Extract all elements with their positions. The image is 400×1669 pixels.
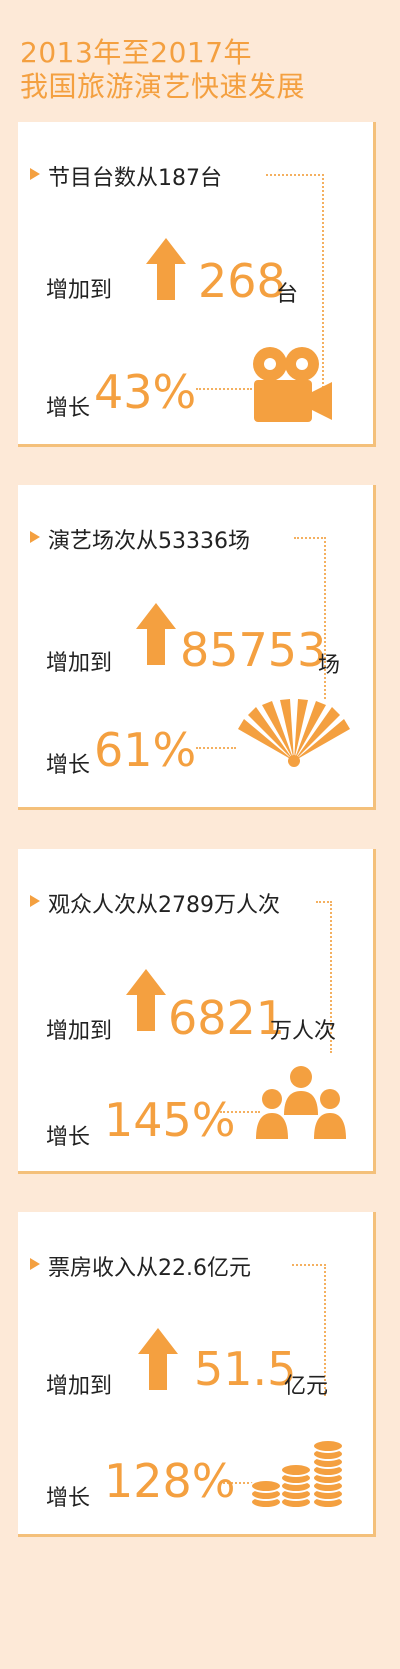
growth-value: 145% [104, 1093, 236, 1147]
dotted-connector [294, 537, 326, 699]
audience-people-icon [256, 1066, 346, 1139]
from-text: 演艺场次从53336场 [48, 529, 250, 554]
title-line-1: 2013年至2017年 [20, 36, 253, 69]
folding-fan-icon [238, 699, 350, 767]
dotted-connector [196, 388, 252, 390]
up-arrow-icon [138, 1328, 178, 1390]
growth-label: 增长 [46, 396, 91, 421]
bullet-triangle-icon [30, 531, 40, 543]
up-arrow-icon [126, 969, 166, 1031]
growth-label: 增长 [46, 1125, 91, 1150]
from-text: 票房收入从22.6亿元 [48, 1256, 251, 1281]
growth-label: 增长 [46, 1486, 91, 1511]
to-unit: 万人次 [270, 1019, 337, 1044]
dotted-connector [292, 1264, 326, 1396]
growth-value: 61% [94, 723, 197, 777]
increase-label: 增加到 [46, 1374, 113, 1399]
bullet-triangle-icon [30, 1258, 40, 1270]
card-performances: 演艺场次从53336场 增加到 85753 场 增长 61% [18, 485, 376, 810]
card-box-office: 票房收入从22.6亿元 增加到 51.5 亿元 增长 128% [18, 1212, 376, 1537]
dotted-connector [220, 1111, 260, 1113]
growth-value: 43% [94, 365, 197, 419]
film-camera-icon [253, 347, 332, 422]
increase-label: 增加到 [46, 651, 113, 676]
bullet-triangle-icon [30, 895, 40, 907]
bullet-triangle-icon [30, 168, 40, 180]
from-text: 节目台数从187台 [48, 166, 222, 191]
up-arrow-icon [146, 238, 186, 300]
dotted-connector [196, 747, 236, 749]
page-title: 2013年至2017年 我国旅游演艺快速发展 [20, 36, 305, 104]
increase-label: 增加到 [46, 278, 113, 303]
from-text: 观众人次从2789万人次 [48, 893, 280, 918]
growth-label: 增长 [46, 753, 91, 778]
to-value: 6821 [168, 991, 286, 1045]
to-unit: 亿元 [284, 1374, 329, 1399]
to-value: 85753 [180, 623, 327, 677]
card-programs: 节目台数从187台 增加到 268 台 增长 43% [18, 122, 376, 447]
up-arrow-icon [136, 603, 176, 665]
to-value: 51.5 [194, 1342, 297, 1396]
coin-stacks-icon [250, 1439, 344, 1509]
dotted-connector [220, 1482, 256, 1484]
increase-label: 增加到 [46, 1019, 113, 1044]
growth-value: 128% [104, 1454, 236, 1508]
card-audience: 观众人次从2789万人次 增加到 6821 万人次 增长 145% [18, 849, 376, 1174]
title-line-2: 我国旅游演艺快速发展 [20, 70, 306, 103]
dotted-connector [266, 174, 324, 396]
to-value: 268 [198, 254, 286, 308]
dotted-connector [316, 901, 332, 1053]
to-unit: 台 [276, 282, 299, 307]
to-unit: 场 [318, 653, 341, 678]
